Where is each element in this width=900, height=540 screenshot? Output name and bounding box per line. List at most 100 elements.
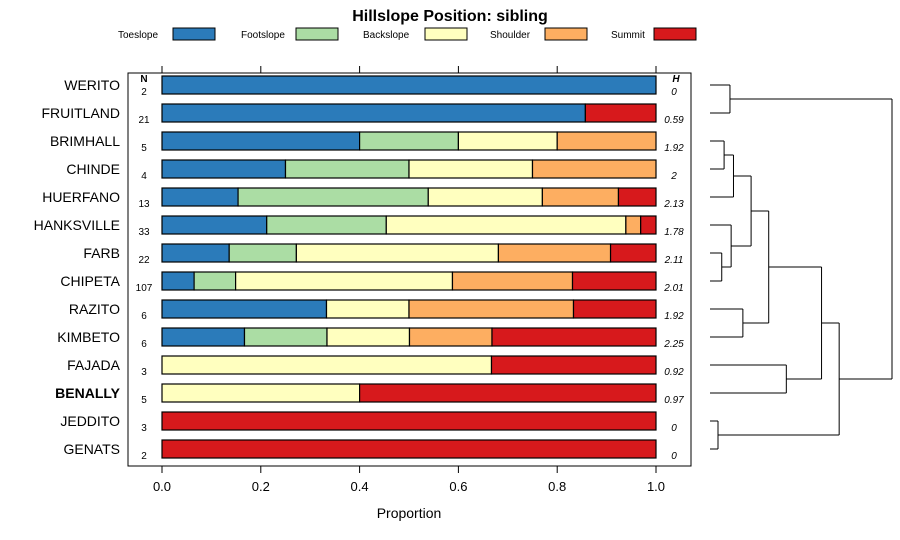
- bar-segment: [228, 243, 297, 263]
- row-label: KIMBETO: [57, 329, 120, 345]
- bar-segment: [161, 299, 328, 319]
- bar-segment: [161, 159, 287, 179]
- bar-segment: [571, 271, 657, 291]
- bar-segment: [284, 159, 410, 179]
- bar-segment: [625, 215, 642, 235]
- h-header: H: [672, 74, 680, 85]
- legend-label: Footslope: [241, 30, 285, 41]
- n-value: 2: [141, 451, 147, 462]
- h-value: 1.92: [664, 311, 684, 322]
- row-label: WERITO: [64, 77, 120, 93]
- legend-swatch: [172, 27, 216, 41]
- bar-segment: [408, 159, 534, 179]
- bar-segment: [161, 243, 230, 263]
- row-label: FRUITLAND: [41, 105, 120, 121]
- row-label: BRIMHALL: [50, 133, 120, 149]
- legend-swatch: [544, 27, 588, 41]
- n-value: 33: [138, 227, 150, 238]
- row-label: JEDDITO: [60, 413, 120, 429]
- row-label: HUERFANO: [42, 189, 120, 205]
- bar-segment: [266, 215, 387, 235]
- bar-segment: [609, 243, 657, 263]
- h-value: 0: [671, 423, 677, 434]
- row-label: HANKSVILLE: [34, 217, 120, 233]
- h-value: 2.25: [663, 339, 684, 350]
- n-value: 5: [141, 143, 147, 154]
- n-value: 3: [141, 423, 147, 434]
- n-value: 107: [136, 283, 153, 294]
- row-labels: WERITO 2 0 FRUITLAND 21 0.59 BRIMHALL 5 1.92 CHIN…: [34, 77, 685, 462]
- n-value: 6: [141, 311, 147, 322]
- bar-segment: [359, 383, 657, 403]
- row-label: CHINDE: [66, 161, 120, 177]
- h-value: 0.59: [664, 115, 684, 126]
- bar-segment: [161, 355, 493, 375]
- bar-segment: [408, 299, 575, 319]
- legend-label: Summit: [611, 30, 645, 41]
- chart-title: Hillslope Position: sibling: [352, 8, 548, 25]
- n-value: 6: [141, 339, 147, 350]
- bar-segment: [243, 327, 328, 347]
- bar-segment: [161, 271, 195, 291]
- row-label: RAZITO: [69, 301, 120, 317]
- legend-label: Shoulder: [490, 30, 531, 41]
- h-value: 0: [671, 87, 677, 98]
- bar-segment: [497, 243, 612, 263]
- bar-segment: [451, 271, 574, 291]
- legend-swatch: [653, 27, 697, 41]
- h-value: 1.92: [664, 143, 684, 154]
- bar-segment: [326, 327, 411, 347]
- bar-segment: [161, 75, 657, 95]
- x-axis-label: Proportion: [377, 505, 442, 521]
- bar-segment: [161, 327, 246, 347]
- bar-segment: [617, 187, 657, 207]
- bar-segment: [325, 299, 410, 319]
- bar-segment: [193, 271, 237, 291]
- row-label: FAJADA: [67, 357, 121, 373]
- bar-segment: [161, 411, 657, 431]
- h-value: 0: [671, 451, 677, 462]
- row-label: FARB: [83, 245, 120, 261]
- legend: Toeslope Footslope Backslope Shoulder Summit: [118, 27, 697, 41]
- legend-swatch: [424, 27, 468, 41]
- bar-segment: [491, 327, 657, 347]
- x-tick-label: 0.2: [252, 479, 270, 494]
- n-value: 21: [138, 115, 150, 126]
- h-value: 0.92: [664, 367, 684, 378]
- x-tick-label: 0.6: [449, 479, 467, 494]
- bar-segment: [161, 215, 268, 235]
- bar-segment: [161, 383, 361, 403]
- bar-segment: [572, 299, 657, 319]
- bar-segment: [161, 131, 361, 151]
- n-value: 5: [141, 395, 147, 406]
- h-value: 2.11: [664, 255, 684, 266]
- row-label: GENATS: [63, 441, 120, 457]
- n-value: 4: [141, 171, 147, 182]
- bar-segment: [235, 271, 454, 291]
- x-tick-label: 0.4: [351, 479, 369, 494]
- x-axis: 0.0 0.2 0.4 0.6 0.8 1.0: [153, 66, 665, 494]
- bar-segment: [531, 159, 657, 179]
- h-value: 2.13: [663, 199, 684, 210]
- x-tick-label: 0.0: [153, 479, 171, 494]
- plot-panel: [127, 72, 692, 467]
- row-label: CHIPETA: [60, 273, 120, 289]
- x-tick-label: 0.8: [548, 479, 566, 494]
- bar-segment: [584, 103, 657, 123]
- bars: [161, 75, 657, 459]
- legend-label: Toeslope: [118, 30, 158, 41]
- bar-segment: [359, 131, 460, 151]
- bar-segment: [427, 187, 543, 207]
- bar-segment: [161, 103, 586, 123]
- h-value: 2: [670, 171, 677, 182]
- legend-label: Backslope: [363, 30, 410, 41]
- bar-segment: [161, 439, 657, 459]
- bar-segment: [237, 187, 429, 207]
- bar-segment: [640, 215, 657, 235]
- h-value: 2.01: [663, 283, 683, 294]
- bar-segment: [541, 187, 620, 207]
- bar-segment: [295, 243, 500, 263]
- n-value: 22: [138, 255, 150, 266]
- legend-swatch: [295, 27, 339, 41]
